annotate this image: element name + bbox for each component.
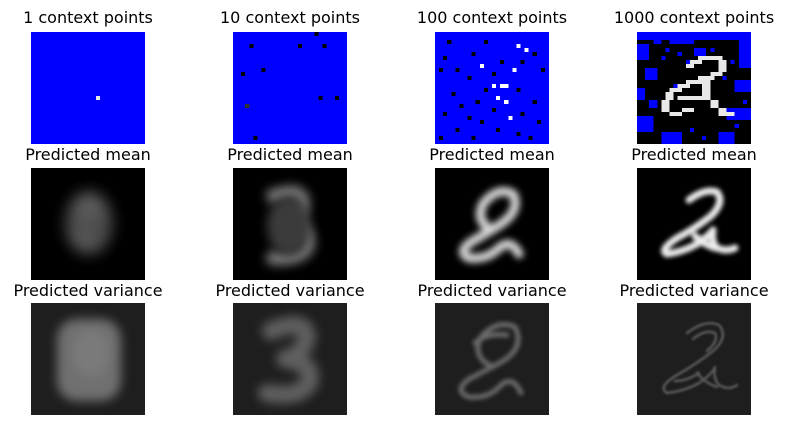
column-2-context-image xyxy=(233,32,347,144)
column-1-predicted-variance-image xyxy=(31,303,145,415)
column-2-predicted-variance-image xyxy=(233,303,347,415)
column-4-context-image xyxy=(637,32,751,144)
column-3-context-image xyxy=(435,32,549,144)
column-4-context-title: 1000 context points xyxy=(613,8,775,27)
column-3-predicted-variance-image xyxy=(435,303,549,415)
column-3-mean-title: Predicted mean xyxy=(429,145,555,164)
column-2-mean-title: Predicted mean xyxy=(227,145,353,164)
column-4-predicted-mean-image xyxy=(637,168,751,280)
column-2-variance-title: Predicted variance xyxy=(215,281,365,300)
column-4-variance-title: Predicted variance xyxy=(619,281,769,300)
column-3-predicted-mean-image xyxy=(435,168,549,280)
column-3-context-title: 100 context points xyxy=(416,8,568,27)
column-1-mean-title: Predicted mean xyxy=(25,145,151,164)
column-1-context-title: 1 context points xyxy=(23,8,153,27)
column-1-variance-title: Predicted variance xyxy=(13,281,163,300)
column-2-context-title: 10 context points xyxy=(220,8,360,27)
column-4-mean-title: Predicted mean xyxy=(631,145,757,164)
column-3-variance-title: Predicted variance xyxy=(417,281,567,300)
column-1-predicted-mean-image xyxy=(31,168,145,280)
column-4-predicted-variance-image xyxy=(637,303,751,415)
column-2-predicted-mean-image xyxy=(233,168,347,280)
column-1-context-image xyxy=(31,32,145,144)
